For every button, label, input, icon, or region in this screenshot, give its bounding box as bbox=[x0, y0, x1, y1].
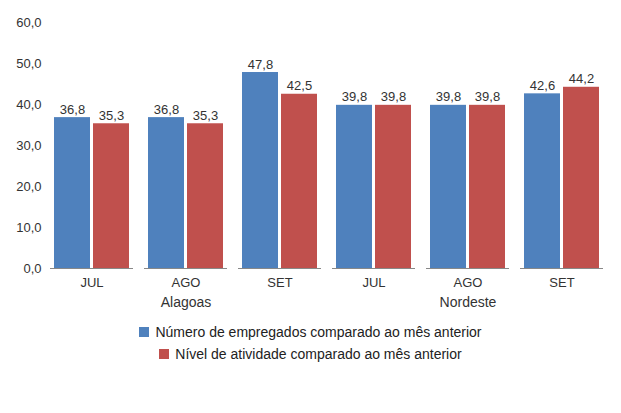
svg-text:42,5: 42,5 bbox=[287, 78, 312, 93]
svg-text:60,0: 60,0 bbox=[16, 15, 41, 30]
svg-text:47,8: 47,8 bbox=[248, 57, 273, 72]
svg-text:10,0: 10,0 bbox=[16, 220, 41, 235]
svg-text:35,3: 35,3 bbox=[193, 108, 218, 123]
svg-text:JUL: JUL bbox=[80, 275, 103, 290]
svg-text:AGO: AGO bbox=[172, 275, 201, 290]
svg-text:30,0: 30,0 bbox=[16, 138, 41, 153]
svg-text:50,0: 50,0 bbox=[16, 56, 41, 71]
svg-text:AGO: AGO bbox=[454, 275, 483, 290]
svg-text:39,8: 39,8 bbox=[475, 89, 500, 104]
svg-text:Alagoas: Alagoas bbox=[161, 294, 212, 310]
svg-text:39,8: 39,8 bbox=[381, 89, 406, 104]
svg-text:SET: SET bbox=[267, 275, 292, 290]
svg-text:JUL: JUL bbox=[362, 275, 385, 290]
svg-text:39,8: 39,8 bbox=[436, 89, 461, 104]
svg-text:42,6: 42,6 bbox=[530, 78, 555, 93]
svg-text:35,3: 35,3 bbox=[99, 108, 124, 123]
svg-text:36,8: 36,8 bbox=[154, 102, 179, 117]
html-text:Nível de atividade comparado a: Nível de atividade comparado ao mês ante… bbox=[175, 346, 462, 362]
svg-text:0,0: 0,0 bbox=[23, 261, 41, 276]
html-text:Número de empregados comparado: Número de empregados comparado ao mês an… bbox=[155, 324, 482, 340]
svg-text:20,0: 20,0 bbox=[16, 179, 41, 194]
svg-text:39,8: 39,8 bbox=[342, 89, 367, 104]
svg-text:40,0: 40,0 bbox=[16, 97, 41, 112]
svg-text:Nordeste: Nordeste bbox=[440, 294, 497, 310]
svg-text:44,2: 44,2 bbox=[569, 71, 594, 86]
svg-text:36,8: 36,8 bbox=[60, 102, 85, 117]
svg-text:SET: SET bbox=[549, 275, 574, 290]
